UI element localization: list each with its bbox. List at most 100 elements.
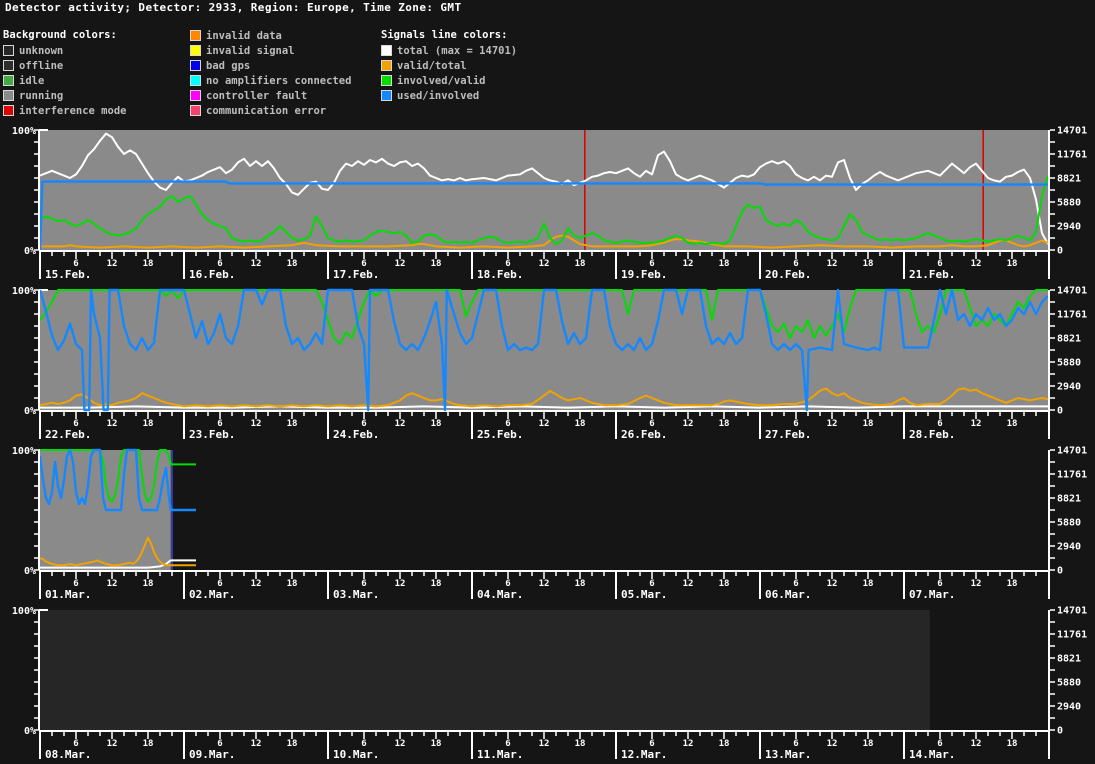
hour-label: 12 bbox=[539, 739, 550, 749]
right-axis-label: 0 bbox=[1057, 246, 1063, 257]
invalid-data-swatch-icon bbox=[190, 30, 201, 41]
invalid-signal-swatch-icon bbox=[190, 45, 201, 56]
plot-background bbox=[40, 610, 930, 730]
hour-label: 6 bbox=[505, 259, 510, 269]
right-axis-label: 5880 bbox=[1057, 198, 1081, 209]
page-title: Detector activity; Detector: 2933, Regio… bbox=[5, 1, 462, 14]
series-used-involved bbox=[40, 288, 1048, 412]
legend-item-label: idle bbox=[19, 74, 45, 87]
right-axis-label: 5880 bbox=[1057, 678, 1081, 689]
right-axis-label: 11761 bbox=[1057, 470, 1087, 481]
legend-item-invalid-signal: invalid signal bbox=[190, 43, 351, 58]
hour-label: 6 bbox=[361, 259, 366, 269]
hour-label: 6 bbox=[649, 579, 654, 589]
no-amplifiers-connected-swatch-icon bbox=[190, 75, 201, 86]
right-axis-label: 11761 bbox=[1057, 150, 1087, 161]
hour-label: 18 bbox=[863, 739, 874, 749]
hour-label: 18 bbox=[575, 259, 586, 269]
right-axis-label: 2940 bbox=[1057, 222, 1081, 233]
hour-label: 18 bbox=[863, 259, 874, 269]
hour-label: 18 bbox=[143, 259, 154, 269]
right-axis-label: 8821 bbox=[1057, 334, 1081, 345]
right-axis-label: 8821 bbox=[1057, 654, 1081, 665]
hour-label: 18 bbox=[575, 739, 586, 749]
hour-label: 12 bbox=[683, 579, 694, 589]
legend-item-label: valid/total bbox=[397, 59, 467, 72]
hour-label: 6 bbox=[361, 739, 366, 749]
hour-label: 12 bbox=[683, 259, 694, 269]
legend-item-label: bad gps bbox=[206, 59, 251, 72]
hour-label: 18 bbox=[287, 579, 298, 589]
hour-label: 12 bbox=[683, 419, 694, 429]
idle-swatch-icon bbox=[3, 75, 14, 86]
date-label: 26.Feb. bbox=[621, 428, 667, 441]
hour-label: 6 bbox=[217, 739, 222, 749]
legend-item-controller-fault: controller fault bbox=[190, 88, 351, 103]
date-label: 03.Mar. bbox=[333, 588, 379, 601]
hour-label: 18 bbox=[863, 579, 874, 589]
legend-item-label: no amplifiers connected bbox=[206, 74, 352, 87]
right-axis-label: 0 bbox=[1057, 566, 1063, 577]
hour-label: 12 bbox=[395, 259, 406, 269]
left-axis-max-label: 100% bbox=[12, 606, 36, 617]
date-label: 02.Mar. bbox=[189, 588, 235, 601]
hour-label: 18 bbox=[575, 419, 586, 429]
date-label: 27.Feb. bbox=[765, 428, 811, 441]
hour-label: 6 bbox=[217, 419, 222, 429]
hour-label: 6 bbox=[505, 419, 510, 429]
hour-label: 18 bbox=[143, 579, 154, 589]
hour-label: 6 bbox=[793, 579, 798, 589]
date-label: 12.Mar. bbox=[621, 748, 667, 761]
hour-label: 6 bbox=[217, 579, 222, 589]
date-label: 01.Mar. bbox=[45, 588, 91, 601]
left-axis-min-label: 0% bbox=[24, 246, 36, 257]
hour-label: 6 bbox=[937, 259, 942, 269]
hour-label: 6 bbox=[361, 579, 366, 589]
date-label: 08.Mar. bbox=[45, 748, 91, 761]
right-axis-label: 14701 bbox=[1057, 126, 1087, 137]
date-label: 13.Mar. bbox=[765, 748, 811, 761]
legend-item-involved-valid: involved/valid bbox=[381, 73, 517, 88]
series-total bbox=[40, 405, 1048, 409]
legend-signal-colors: Signals line colors: total (max = 14701)… bbox=[381, 28, 517, 103]
date-label: 15.Feb. bbox=[45, 268, 91, 281]
legend-item-idle: idle bbox=[3, 73, 126, 88]
right-axis-label: 11761 bbox=[1057, 630, 1087, 641]
hour-label: 18 bbox=[287, 259, 298, 269]
hour-label: 12 bbox=[971, 579, 982, 589]
legend-item-label: total (max = 14701) bbox=[397, 44, 518, 57]
hour-label: 18 bbox=[431, 579, 442, 589]
hour-label: 12 bbox=[251, 259, 262, 269]
right-axis-label: 8821 bbox=[1057, 494, 1081, 505]
hour-label: 6 bbox=[217, 259, 222, 269]
total-max-14701-swatch-icon bbox=[381, 45, 392, 56]
offline-swatch-icon bbox=[3, 60, 14, 71]
date-label: 14.Mar. bbox=[909, 748, 955, 761]
plot-background bbox=[40, 130, 1048, 250]
hour-label: 12 bbox=[107, 579, 118, 589]
date-label: 20.Feb. bbox=[765, 268, 811, 281]
hour-label: 18 bbox=[719, 739, 730, 749]
hour-label: 18 bbox=[719, 259, 730, 269]
hour-label: 12 bbox=[539, 419, 550, 429]
legend-item-label: invalid data bbox=[206, 29, 282, 42]
series-valid-total bbox=[40, 387, 1048, 408]
hour-label: 18 bbox=[143, 419, 154, 429]
legend-item-offline: offline bbox=[3, 58, 126, 73]
legend-item-bad-gps: bad gps bbox=[190, 58, 351, 73]
hour-label: 6 bbox=[649, 259, 654, 269]
legend-background-colors: Background colors: unknown offline idle run… bbox=[3, 28, 126, 118]
left-axis-min-label: 0% bbox=[24, 406, 36, 417]
date-label: 07.Mar. bbox=[909, 588, 955, 601]
valid-total-swatch-icon bbox=[381, 60, 392, 71]
series-valid-total bbox=[40, 536, 196, 567]
series-used-involved bbox=[40, 448, 196, 512]
hour-label: 6 bbox=[73, 419, 78, 429]
hour-label: 12 bbox=[971, 259, 982, 269]
hour-label: 12 bbox=[251, 739, 262, 749]
series-involved-valid bbox=[40, 175, 1048, 245]
date-label: 06.Mar. bbox=[765, 588, 811, 601]
